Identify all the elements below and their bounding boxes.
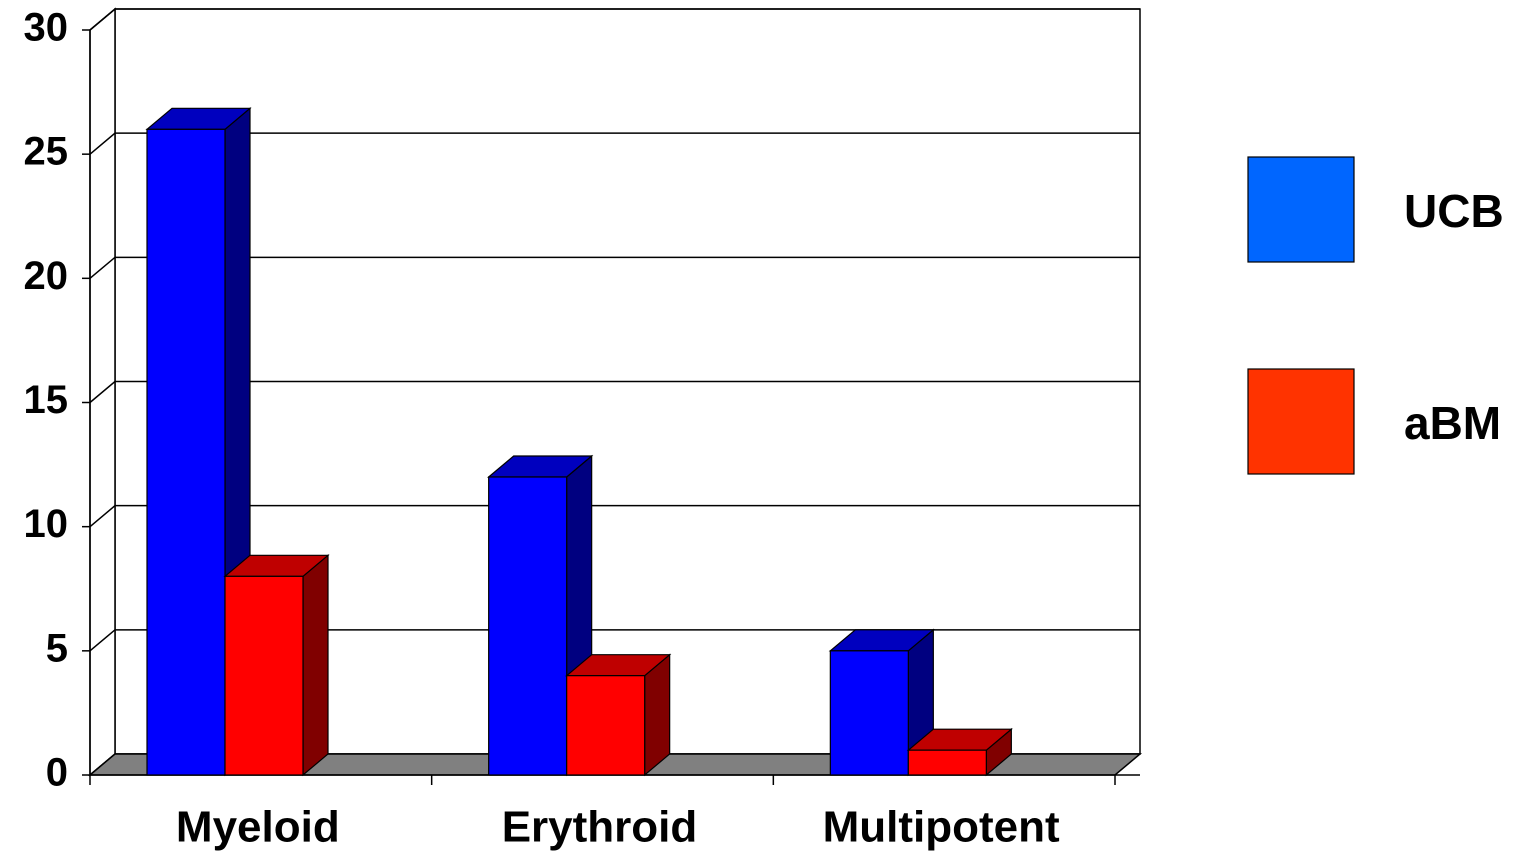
grid-line xyxy=(89,8,1140,31)
grid-line xyxy=(89,629,1140,652)
bar-front xyxy=(907,749,987,776)
legend-swatch xyxy=(1247,368,1355,475)
grid-line xyxy=(89,504,1140,528)
bar-front xyxy=(488,476,568,776)
bar xyxy=(145,107,252,777)
y-tick-label: 20 xyxy=(24,254,69,298)
y-tick-label: 5 xyxy=(46,626,68,670)
grid-line xyxy=(89,132,1140,155)
y-tick-label: 15 xyxy=(24,378,69,422)
y-tick-label: 30 xyxy=(24,6,69,50)
bar xyxy=(828,628,935,777)
legend-swatch xyxy=(1247,156,1355,263)
bar-front xyxy=(224,575,304,776)
legend-label: UCB xyxy=(1404,185,1504,237)
bar xyxy=(223,554,330,777)
bar xyxy=(906,727,1013,777)
y-tick-label: 0 xyxy=(46,751,68,795)
bar-side xyxy=(302,554,329,777)
bar xyxy=(565,653,672,777)
grid-line xyxy=(89,380,1140,404)
bar-front xyxy=(566,675,646,776)
y-tick-label: 10 xyxy=(24,502,69,546)
bar xyxy=(487,454,594,777)
legend-label: aBM xyxy=(1404,397,1501,449)
grid-line xyxy=(89,256,1140,279)
x-tick-label: Multipotent xyxy=(823,803,1060,852)
y-tick-label: 25 xyxy=(24,130,69,174)
x-tick-label: Myeloid xyxy=(176,803,340,852)
x-tick-label: Erythroid xyxy=(502,803,698,852)
bar-front xyxy=(146,128,226,776)
bar-front xyxy=(829,650,909,776)
